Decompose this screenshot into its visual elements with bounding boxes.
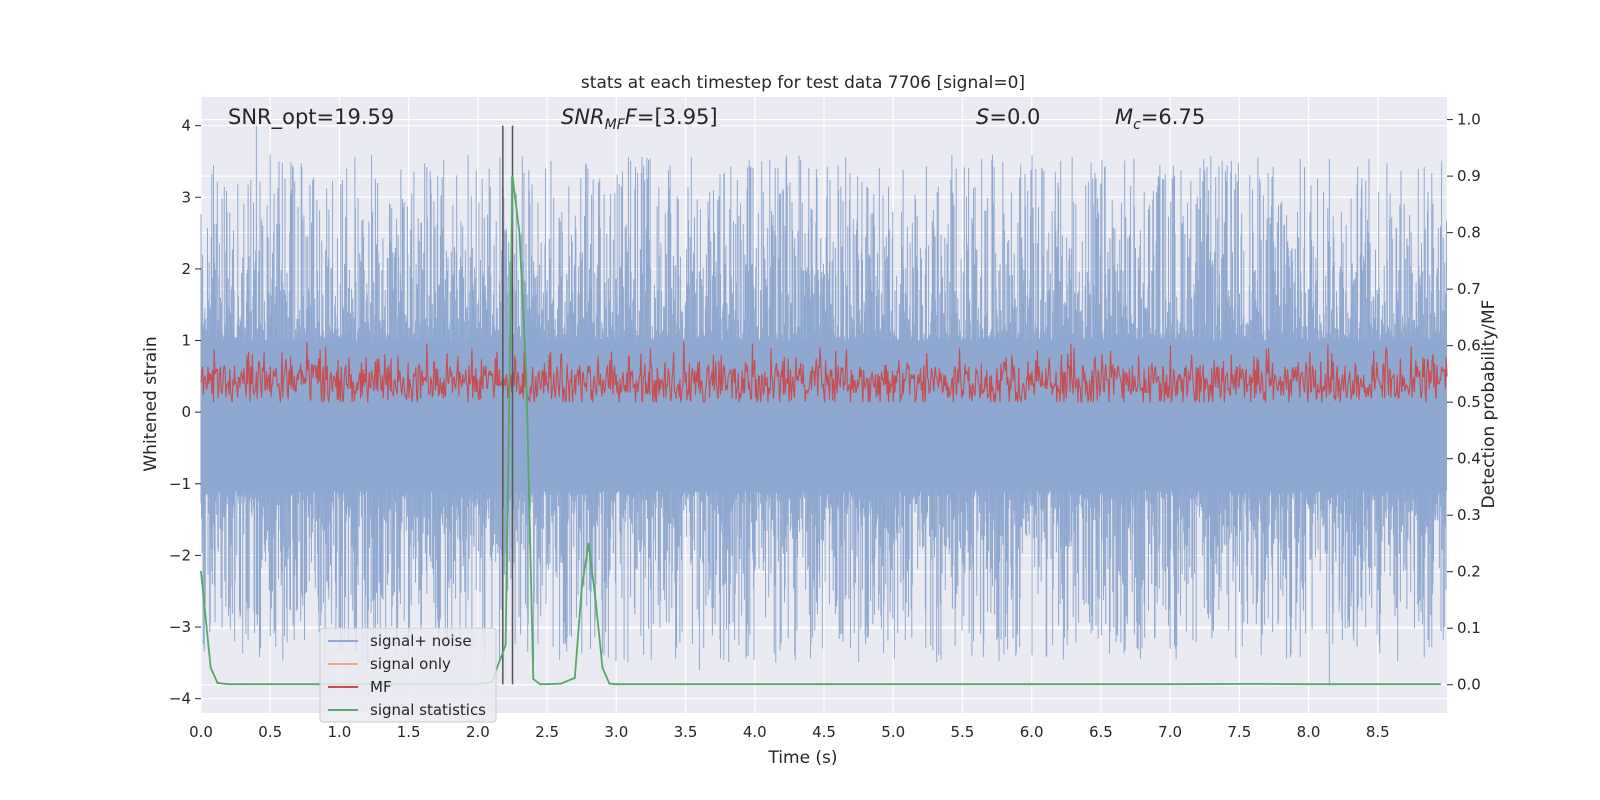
y-right-tick-label: 1.0 xyxy=(1457,111,1481,129)
x-tick-label: 3.5 xyxy=(674,723,698,741)
x-tick-label: 4.0 xyxy=(743,723,767,741)
mf-trace xyxy=(200,341,1448,403)
y-tick-label: 2 xyxy=(181,260,191,278)
y-right-tick-label: 0.7 xyxy=(1457,280,1481,298)
legend-label-signal-only: signal only xyxy=(370,655,451,673)
signal-statistics-point xyxy=(216,682,219,684)
annotation-s: S=0.0 xyxy=(976,105,1040,129)
mc-base: M xyxy=(1115,105,1133,129)
legend-label-mf: MF xyxy=(370,678,392,696)
signal-statistics-point xyxy=(1307,683,1310,686)
snr-mf-f: F xyxy=(625,105,638,129)
x-tick-label: 2.0 xyxy=(466,723,490,741)
y-axis-label: Whitened strain xyxy=(141,336,161,471)
signal-statistics-point xyxy=(546,683,548,686)
y-right-tick-label: 0.9 xyxy=(1457,167,1481,185)
snr-mf-sub: MF xyxy=(605,117,626,133)
x-tick-label: 2.5 xyxy=(535,723,559,741)
mf-series xyxy=(200,341,1448,403)
signal-statistics-point xyxy=(892,683,895,686)
signal-statistics-point xyxy=(594,599,597,601)
y-tick-label: −3 xyxy=(169,618,191,636)
signal-statistics-point xyxy=(753,683,756,686)
x-tick-label: 8.5 xyxy=(1366,723,1390,741)
signal-statistics-point xyxy=(532,678,535,680)
y-tick-label: −2 xyxy=(169,546,191,564)
y-right-tick-label: 0.2 xyxy=(1457,563,1481,581)
signal-statistics-point xyxy=(504,644,507,647)
signal-statistics-point xyxy=(601,666,604,669)
signal-statistics-point xyxy=(573,677,576,679)
legend: signal+ noise signal only MF signal stat… xyxy=(319,627,497,723)
signal-statistics-point xyxy=(269,683,272,686)
snr-mf-value: =[3.95] xyxy=(637,105,718,129)
y-right-tick-label: 0.5 xyxy=(1457,393,1481,411)
signal-statistics-point xyxy=(1439,683,1441,686)
y-tick-label: 4 xyxy=(181,117,191,135)
signal-statistics-point xyxy=(518,231,521,234)
y-tick-label: 0 xyxy=(181,403,191,421)
y-tick-label: 1 xyxy=(181,332,191,350)
signal-statistics-point xyxy=(511,175,514,178)
mc-sub: c xyxy=(1133,117,1141,133)
y-right-tick-label: 0.6 xyxy=(1457,337,1481,355)
x-tick-label: 6.5 xyxy=(1089,723,1113,741)
y-tick-label: −4 xyxy=(169,690,191,708)
legend-box xyxy=(319,627,497,723)
s-value: =0.0 xyxy=(989,105,1040,129)
x-tick-label: 0.5 xyxy=(258,723,282,741)
y-tick-label: 3 xyxy=(181,188,191,206)
y-right-tick-label: 0.3 xyxy=(1457,506,1481,524)
x-tick-label: 7.5 xyxy=(1227,723,1251,741)
signal-statistics-point xyxy=(580,587,583,590)
signal-statistics-series xyxy=(200,175,1441,686)
signal-statistics-point xyxy=(227,683,230,686)
legend-label-signal-statistics: signal statistics xyxy=(370,701,486,719)
mc-value: =6.75 xyxy=(1141,105,1205,129)
snr-mf-base: SNR xyxy=(561,105,605,129)
x-tick-label: 4.5 xyxy=(812,723,836,741)
signal-statistics-point xyxy=(539,683,542,686)
signal-statistics-point xyxy=(1030,683,1033,686)
signal-statistics-point xyxy=(1252,683,1255,685)
annotation-snr-opt: SNR_opt=19.59 xyxy=(228,105,394,130)
annotation-mc: Mc=6.75 xyxy=(1115,105,1205,133)
axes: 0.0 0.5 1.0 1.5 2.0 2.5 3.0 3.5 4.0 4.5 5.0 5.5 6.0 6… xyxy=(169,111,1481,741)
signal-statistics-line xyxy=(200,175,1441,686)
annotation-snr-mf: SNRMFF=[3.95] xyxy=(561,105,718,133)
x-tick-label: 8.0 xyxy=(1297,723,1321,741)
signal-statistics-point xyxy=(608,682,611,685)
signal-statistics-point xyxy=(1169,683,1171,686)
y-right-tick-label: 0.4 xyxy=(1457,450,1481,468)
s-label: S xyxy=(976,105,989,129)
x-tick-label: 0.0 xyxy=(189,723,213,741)
chart-title: stats at each timestep for test data 770… xyxy=(581,73,1025,93)
legend-label-signal-noise: signal+ noise xyxy=(370,632,472,650)
x-tick-label: 1.5 xyxy=(397,723,421,741)
x-tick-label: 3.0 xyxy=(604,723,628,741)
y-right-axis-label: Detection probability/MF xyxy=(1479,300,1499,509)
x-tick-label: 7.0 xyxy=(1158,723,1182,741)
signal-statistics-point xyxy=(209,666,212,669)
y-right-tick-label: 0.8 xyxy=(1457,224,1481,242)
x-tick-label: 1.0 xyxy=(328,723,352,741)
y-right-tick-label: 0.1 xyxy=(1457,619,1481,637)
signal-statistics-point xyxy=(241,683,244,686)
signal-statistics-point xyxy=(200,570,202,573)
signal-statistics-point xyxy=(587,542,590,545)
y-tick-label: −1 xyxy=(169,475,191,493)
x-axis-label: Time (s) xyxy=(767,748,837,768)
x-tick-label: 5.5 xyxy=(951,723,975,741)
signal-statistics-point xyxy=(560,682,562,685)
x-tick-label: 6.0 xyxy=(1020,723,1044,741)
x-tick-label: 5.0 xyxy=(881,723,905,741)
signal-statistics-point xyxy=(615,683,618,686)
y-right-tick-label: 0.0 xyxy=(1457,676,1481,694)
signal-statistics-point xyxy=(525,373,528,375)
